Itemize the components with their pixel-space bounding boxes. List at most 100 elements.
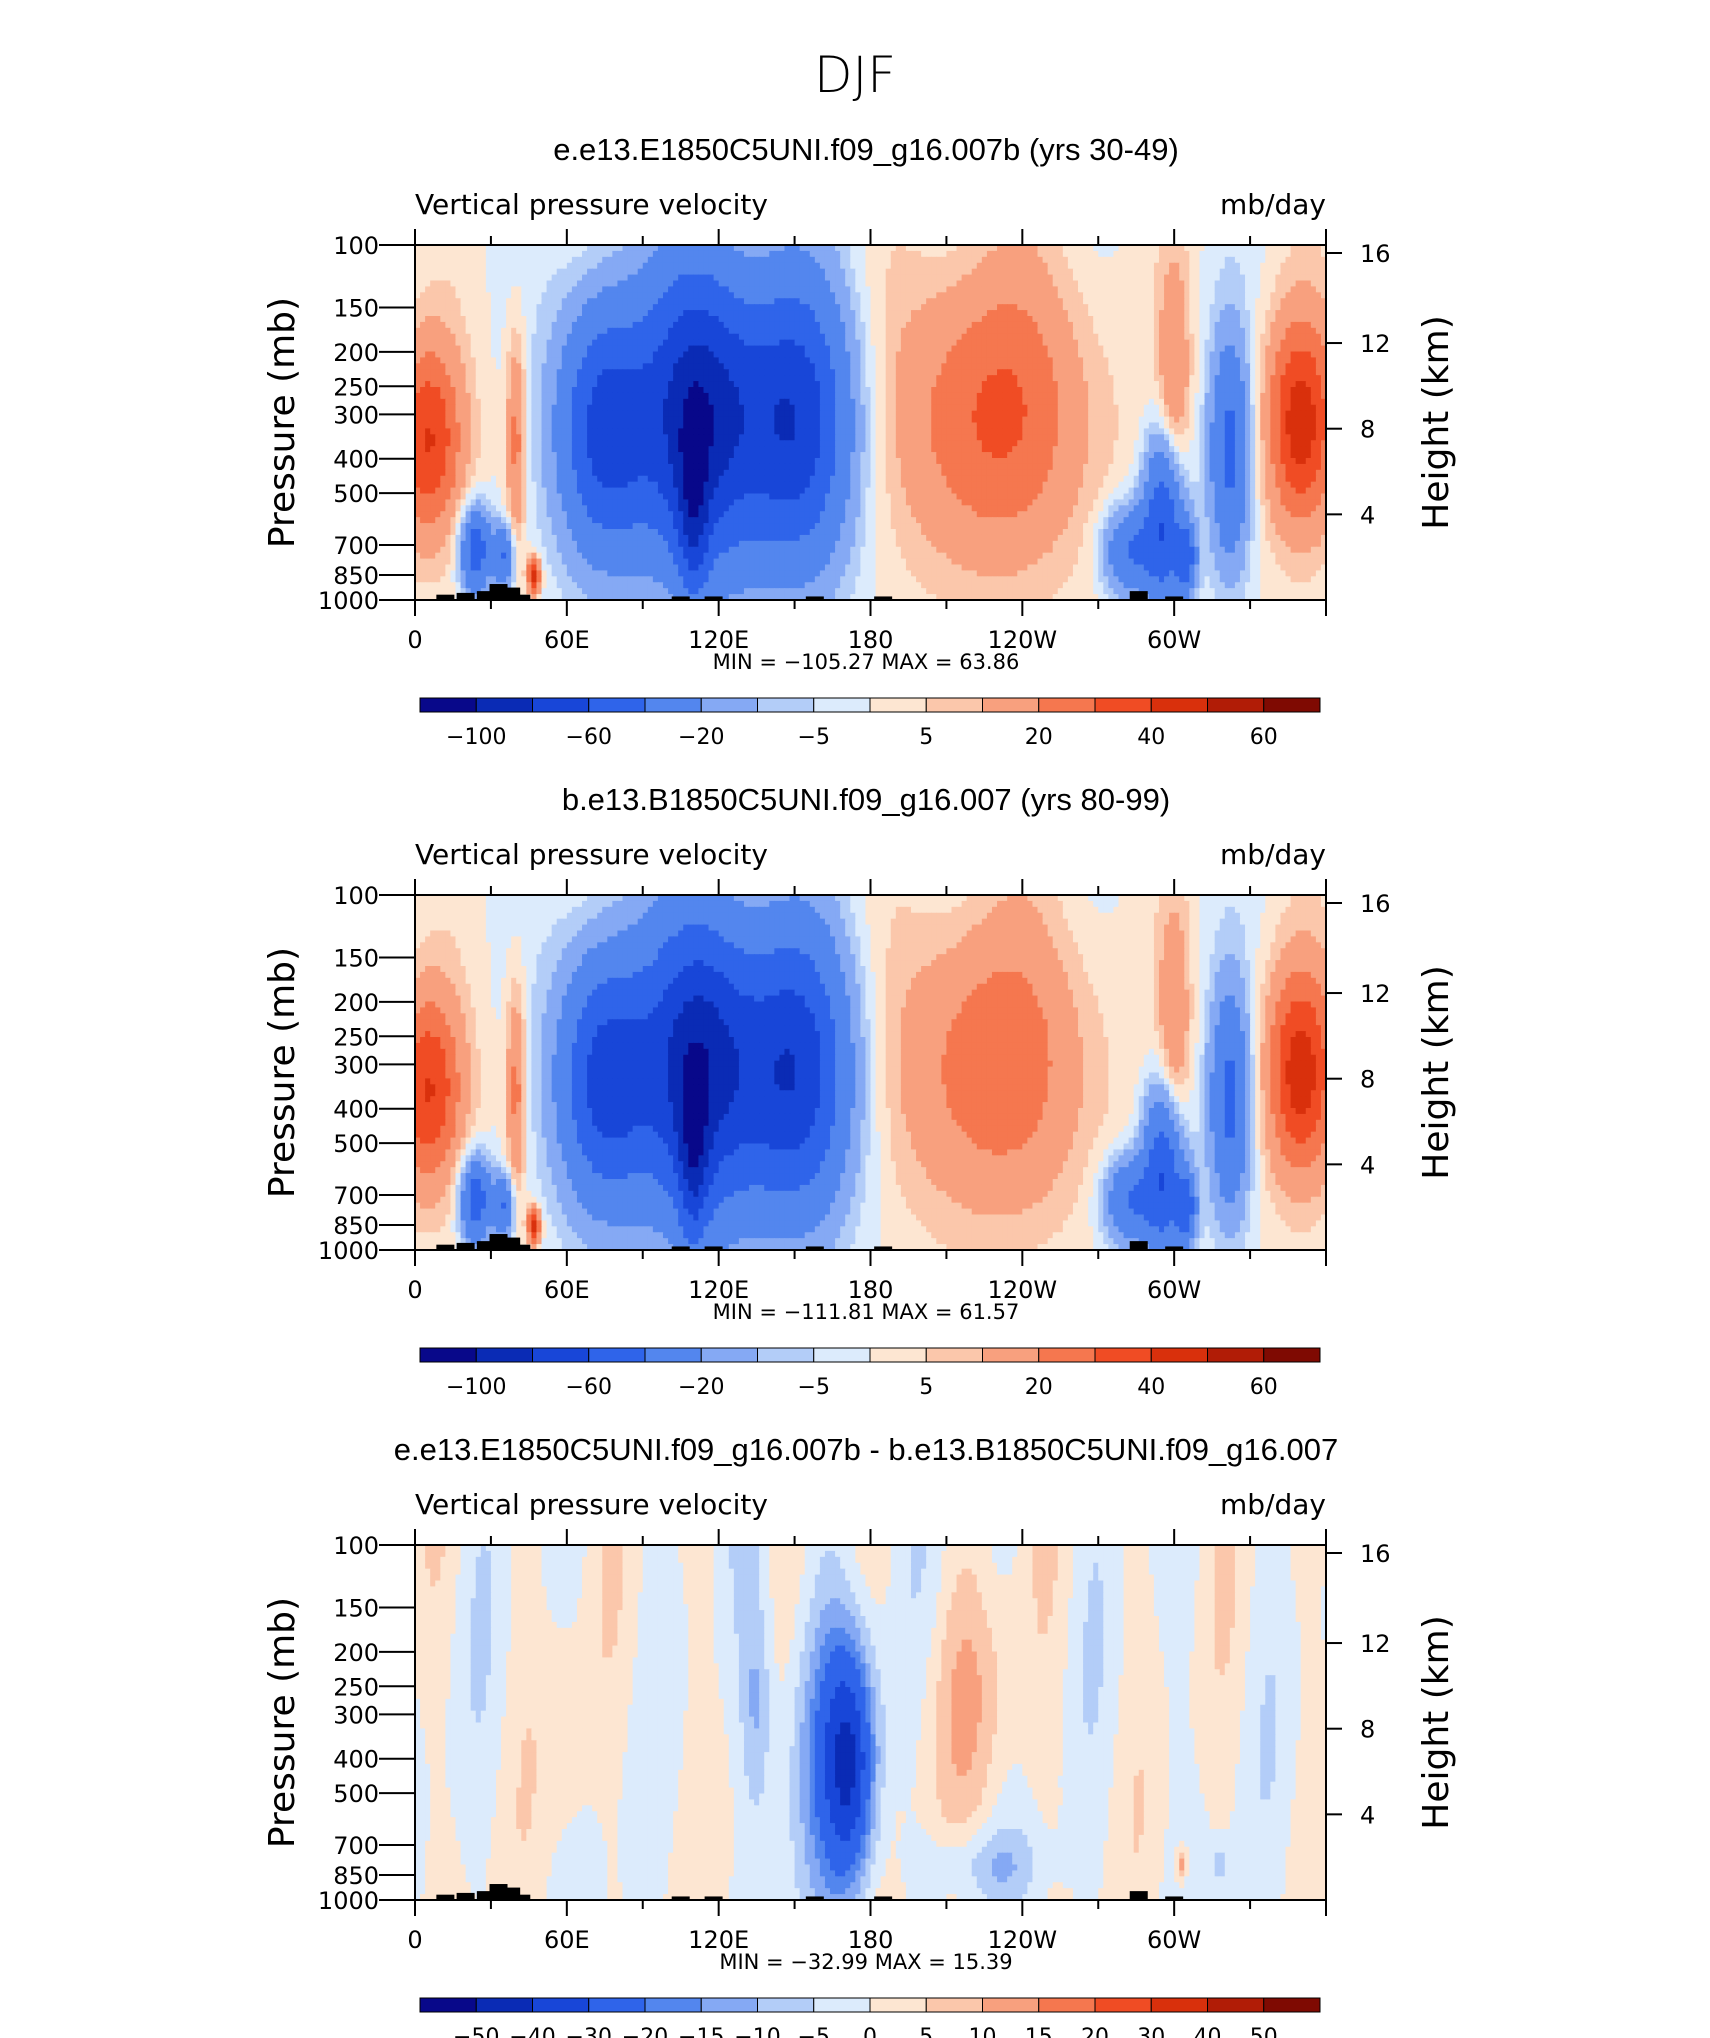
field-cell bbox=[633, 363, 639, 370]
field-cell bbox=[577, 346, 583, 353]
field-cell bbox=[481, 357, 487, 364]
field-cell bbox=[547, 281, 553, 288]
field-cell bbox=[1270, 269, 1276, 276]
field-cell bbox=[876, 357, 882, 364]
field-cell bbox=[1144, 340, 1150, 347]
field-cell bbox=[1012, 363, 1018, 370]
field-cell bbox=[921, 292, 927, 299]
field-cell bbox=[1245, 292, 1251, 299]
field-cell bbox=[896, 251, 902, 258]
field-cell bbox=[962, 340, 968, 347]
field-cell bbox=[850, 304, 856, 311]
field-cell bbox=[926, 328, 932, 335]
field-cell bbox=[531, 340, 537, 347]
field-cell bbox=[1124, 322, 1130, 329]
field-cell bbox=[1093, 310, 1099, 317]
field-cell bbox=[668, 352, 674, 359]
field-cell bbox=[698, 357, 704, 364]
field-cell bbox=[430, 340, 436, 347]
field-cell bbox=[1311, 292, 1317, 299]
field-cell bbox=[714, 275, 720, 282]
field-cell bbox=[476, 334, 482, 341]
field-cell bbox=[455, 310, 461, 317]
field-cell bbox=[567, 257, 573, 264]
field-cell bbox=[719, 340, 725, 347]
field-cell bbox=[491, 281, 497, 288]
field-cell bbox=[876, 292, 882, 299]
field-cell bbox=[871, 286, 877, 293]
field-cell bbox=[516, 298, 522, 305]
field-cell bbox=[602, 298, 608, 305]
field-cell bbox=[693, 322, 699, 329]
field-cell bbox=[633, 281, 639, 288]
field-cell bbox=[845, 346, 851, 353]
field-cell bbox=[1043, 316, 1049, 323]
field-cell bbox=[1255, 340, 1261, 347]
field-cell bbox=[526, 340, 532, 347]
field-cell bbox=[734, 346, 740, 353]
field-cell bbox=[901, 352, 907, 359]
field-cell bbox=[496, 298, 502, 305]
field-cell bbox=[1113, 316, 1119, 323]
field-cell bbox=[1068, 298, 1074, 305]
field-cell bbox=[486, 275, 492, 282]
field-cell bbox=[896, 316, 902, 323]
field-cell bbox=[481, 363, 487, 370]
field-cell bbox=[1113, 357, 1119, 364]
field-cell bbox=[886, 286, 892, 293]
field-cell bbox=[906, 286, 912, 293]
field-cell bbox=[1098, 292, 1104, 299]
field-cell bbox=[1108, 281, 1114, 288]
field-cell bbox=[623, 322, 629, 329]
field-cell bbox=[926, 263, 932, 270]
field-cell bbox=[1164, 316, 1170, 323]
field-cell bbox=[1032, 263, 1038, 270]
field-cell bbox=[643, 340, 649, 347]
field-cell bbox=[1088, 263, 1094, 270]
field-cell bbox=[1250, 322, 1256, 329]
field-cell bbox=[1149, 292, 1155, 299]
field-cell bbox=[648, 346, 654, 353]
field-cell bbox=[1250, 352, 1256, 359]
field-cell bbox=[729, 346, 735, 353]
field-cell bbox=[430, 251, 436, 258]
field-cell bbox=[1007, 304, 1013, 311]
field-cell bbox=[744, 263, 750, 270]
field-cell bbox=[896, 334, 902, 341]
field-cell bbox=[1078, 363, 1084, 370]
field-cell bbox=[623, 281, 629, 288]
field-cell bbox=[491, 328, 497, 335]
field-cell bbox=[547, 263, 553, 270]
field-cell bbox=[1265, 281, 1271, 288]
field-cell bbox=[987, 251, 993, 258]
field-cell bbox=[901, 357, 907, 364]
field-cell bbox=[820, 310, 826, 317]
field-cell bbox=[810, 316, 816, 323]
field-cell bbox=[754, 363, 760, 370]
field-cell bbox=[886, 340, 892, 347]
field-cell bbox=[562, 298, 568, 305]
field-cell bbox=[916, 310, 922, 317]
field-cell bbox=[420, 298, 426, 305]
field-cell bbox=[1286, 334, 1292, 341]
field-cell bbox=[734, 281, 740, 288]
field-cell bbox=[1053, 328, 1059, 335]
field-cell bbox=[936, 322, 942, 329]
field-cell bbox=[612, 346, 618, 353]
field-cell bbox=[1189, 346, 1195, 353]
field-cell bbox=[1245, 352, 1251, 359]
field-cell bbox=[511, 346, 517, 353]
field-cell bbox=[1129, 328, 1135, 335]
field-cell bbox=[906, 310, 912, 317]
field-cell bbox=[805, 275, 811, 282]
field-cell bbox=[967, 257, 973, 264]
field-cell bbox=[987, 304, 993, 311]
field-cell bbox=[714, 281, 720, 288]
field-cell bbox=[1265, 316, 1271, 323]
field-cell bbox=[734, 292, 740, 299]
field-cell bbox=[850, 328, 856, 335]
field-cell bbox=[951, 310, 957, 317]
field-cell bbox=[936, 357, 942, 364]
field-cell bbox=[693, 346, 699, 353]
field-cell bbox=[739, 310, 745, 317]
